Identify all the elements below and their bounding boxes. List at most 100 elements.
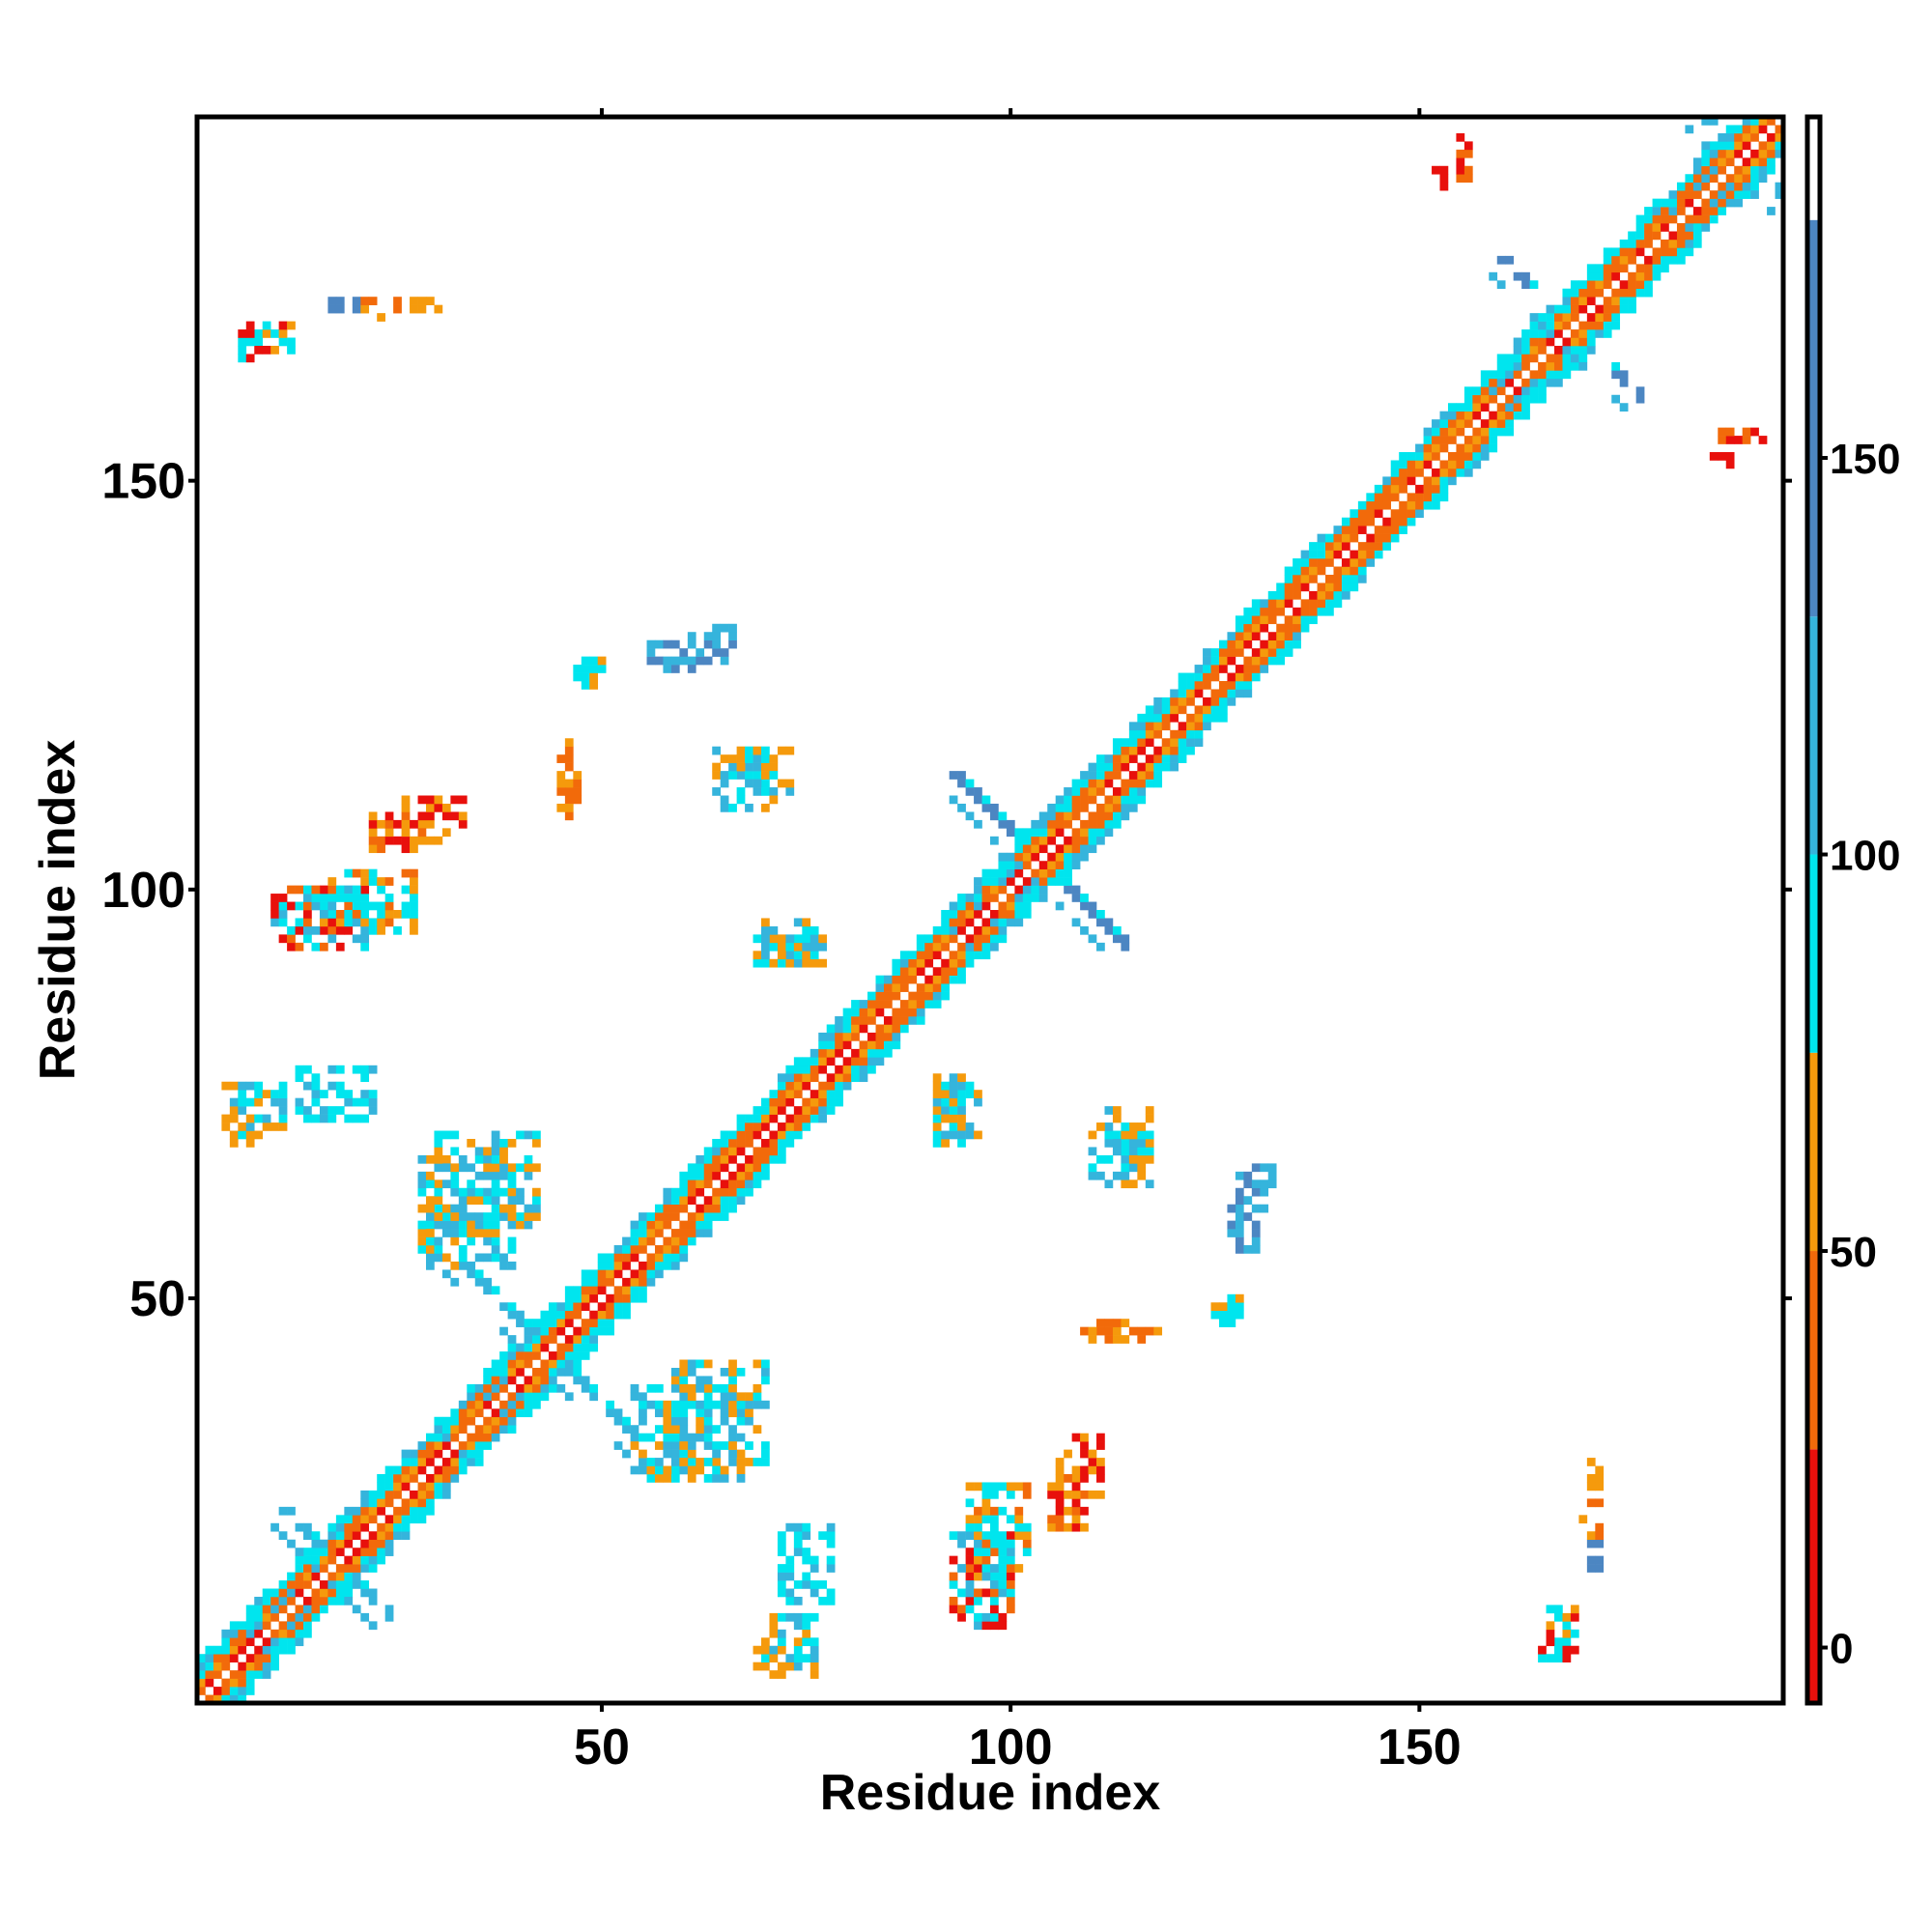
- heatmap-cell: [303, 1596, 312, 1605]
- heatmap-cell: [327, 910, 337, 919]
- heatmap-cell: [703, 1392, 713, 1402]
- heatmap-cell: [1300, 574, 1310, 583]
- heatmap-cell: [622, 1236, 631, 1246]
- heatmap-cell: [965, 779, 975, 788]
- heatmap-cell: [1227, 672, 1236, 682]
- heatmap-cell: [1570, 354, 1579, 363]
- heatmap-cell: [835, 1073, 843, 1083]
- heatmap-cell: [1586, 1498, 1596, 1508]
- heatmap-cell: [197, 1670, 206, 1679]
- heatmap-cell: [581, 1383, 590, 1393]
- heatmap-cell: [1161, 754, 1171, 763]
- heatmap-cell: [377, 1539, 385, 1548]
- heatmap-cell: [1145, 762, 1154, 772]
- heatmap-cell: [491, 1147, 500, 1156]
- heatmap-cell: [613, 1261, 623, 1270]
- heatmap-cell: [1456, 427, 1465, 437]
- heatmap-cell: [842, 1065, 852, 1074]
- heatmap-cell: [581, 1293, 590, 1303]
- heatmap-cell: [712, 1187, 721, 1197]
- heatmap-cell: [507, 1187, 517, 1197]
- heatmap-cell: [646, 1383, 656, 1393]
- heatmap-cell: [1423, 484, 1433, 494]
- heatmap-cell: [270, 894, 279, 902]
- heatmap-cell: [1767, 141, 1776, 151]
- heatmap-cell: [965, 1596, 975, 1605]
- heatmap-cell: [499, 1383, 508, 1393]
- heatmap-cell: [703, 1212, 713, 1221]
- heatmap-cell: [736, 771, 746, 780]
- heatmap-cell: [1006, 1564, 1015, 1573]
- heatmap-cell: [1055, 795, 1065, 805]
- heatmap-cell: [295, 1106, 304, 1115]
- heatmap-cell: [785, 1114, 795, 1123]
- heatmap-cell: [1685, 190, 1694, 199]
- heatmap-cell: [287, 942, 296, 952]
- heatmap-cell: [524, 1319, 533, 1327]
- heatmap-cell: [949, 1596, 958, 1605]
- heatmap-cell: [802, 1555, 811, 1565]
- heatmap-cell: [467, 1229, 476, 1237]
- heatmap-cell: [1595, 1555, 1605, 1565]
- heatmap-cell: [1006, 852, 1015, 862]
- heatmap-cell: [532, 1392, 541, 1402]
- heatmap-cell: [1006, 1515, 1015, 1524]
- heatmap-cell: [883, 991, 893, 1001]
- heatmap-cell: [1104, 918, 1114, 927]
- heatmap-cell: [1022, 852, 1032, 862]
- heatmap-cell: [311, 1612, 321, 1622]
- heatmap-cell: [842, 1008, 852, 1017]
- heatmap-cell: [564, 754, 574, 763]
- heatmap-cell: [1080, 1474, 1089, 1483]
- heatmap-cell: [1309, 607, 1318, 616]
- heatmap-cell: [1668, 247, 1678, 257]
- heatmap-cell: [1218, 696, 1228, 706]
- heatmap-cell: [1734, 149, 1743, 158]
- colorbar-band: [1807, 1251, 1820, 1450]
- heatmap-cell: [1734, 132, 1743, 142]
- heatmap-cell: [1022, 894, 1032, 902]
- heatmap-cell: [425, 1179, 435, 1189]
- heatmap-cell: [1080, 828, 1089, 838]
- heatmap-cell: [393, 836, 402, 845]
- heatmap-cell: [974, 1090, 982, 1098]
- heatmap-cell: [1194, 672, 1204, 682]
- heatmap-cell: [761, 746, 770, 755]
- heatmap-cell: [981, 918, 991, 927]
- heatmap-cell: [663, 1449, 672, 1459]
- heatmap-cell: [932, 975, 942, 984]
- heatmap-cell: [1513, 403, 1522, 412]
- heatmap-cell: [949, 1555, 958, 1565]
- heatmap-cell: [360, 901, 370, 911]
- heatmap-cell: [368, 1498, 378, 1508]
- heatmap-cell: [630, 1236, 639, 1246]
- heatmap-cell: [1080, 1465, 1089, 1475]
- heatmap-cell: [499, 1212, 508, 1221]
- heatmap-cell: [344, 885, 354, 895]
- heatmap-cell: [377, 1548, 385, 1556]
- heatmap-cell: [793, 1580, 803, 1589]
- heatmap-cell: [540, 1392, 550, 1402]
- heatmap-cell: [1480, 378, 1490, 387]
- heatmap-cell: [589, 1326, 599, 1336]
- heatmap-cell: [507, 1408, 517, 1418]
- heatmap-cell: [1227, 656, 1236, 666]
- heatmap-cell: [278, 1122, 288, 1131]
- heatmap-cell: [712, 1383, 721, 1393]
- heatmap-cell: [352, 1548, 361, 1556]
- heatmap-cell: [556, 1383, 566, 1393]
- heatmap-cell: [630, 1392, 639, 1402]
- heatmap-cell: [1137, 713, 1147, 723]
- heatmap-cell: [597, 1261, 607, 1270]
- heatmap-cell: [924, 942, 934, 952]
- heatmap-cell: [368, 828, 378, 838]
- heatmap-cell: [1521, 280, 1530, 290]
- heatmap-cell: [377, 313, 385, 322]
- heatmap-cell: [720, 1367, 729, 1377]
- heatmap-cell: [581, 1343, 590, 1352]
- heatmap-cell: [384, 1474, 394, 1483]
- heatmap-cell: [606, 1253, 614, 1263]
- heatmap-cell: [941, 991, 950, 1001]
- heatmap-cell: [410, 819, 418, 829]
- heatmap-cell: [287, 1596, 296, 1605]
